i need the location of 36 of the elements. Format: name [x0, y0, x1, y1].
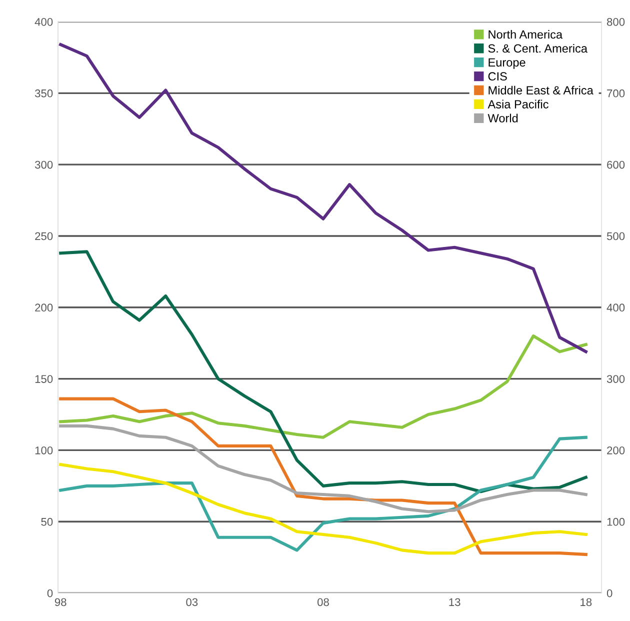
line-series: [59, 462, 588, 555]
x-tick-label: 08: [317, 598, 329, 606]
y-tick-label: 300: [34, 160, 53, 169]
y2-tick-label: 200: [607, 446, 625, 454]
legend-label: Middle East & Africa: [488, 86, 594, 94]
legend-label: Asia Pacific: [488, 100, 548, 108]
legend-label: North America: [488, 30, 563, 39]
x-tick-label: 98: [54, 598, 66, 606]
line-series: [59, 397, 588, 556]
x-tick-label: 13: [449, 598, 460, 606]
y-tick-label: 100: [35, 446, 53, 454]
y-tick-label: 250: [35, 232, 53, 240]
line-series: [59, 250, 588, 494]
y2-tick-label: 0: [606, 589, 612, 598]
line-series: [59, 436, 588, 552]
legend-label: World: [488, 114, 518, 122]
y-tick-label: 50: [41, 518, 53, 526]
y-tick-label: 150: [35, 375, 53, 383]
y-tick-label: 0: [47, 589, 53, 598]
y2-tick-label: 700: [607, 89, 625, 98]
y2-tick-label: 600: [607, 160, 625, 169]
y-tick-label: 400: [34, 18, 53, 26]
legend-label: Europe: [488, 58, 526, 69]
y2-tick-label: 300: [606, 375, 625, 383]
y2-tick-label: 800: [606, 18, 625, 26]
y2-tick-label: 500: [606, 232, 625, 240]
legend-label: S. & Cent. America: [488, 44, 588, 53]
x-tick-label: 18: [580, 598, 592, 606]
y2-tick-label: 400: [606, 304, 625, 312]
line-series: [59, 334, 588, 439]
y2-tick-label: 100: [607, 518, 625, 526]
y-tick-label: 200: [35, 304, 53, 312]
y-tick-label: 350: [34, 89, 53, 98]
legend-label: CIS: [488, 72, 507, 81]
x-tick-label: 03: [186, 598, 198, 606]
line-series: [59, 424, 588, 514]
